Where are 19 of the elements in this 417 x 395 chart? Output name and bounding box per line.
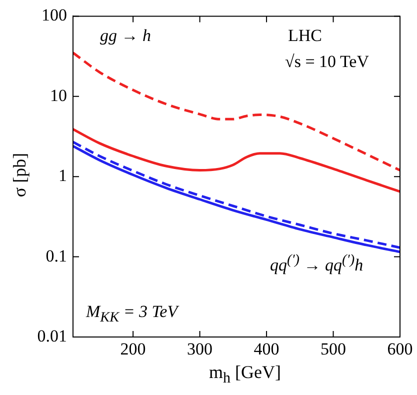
x-tick-label: 300: [187, 340, 213, 359]
y-tick-label: 100: [42, 6, 67, 25]
x-tick-label: 400: [254, 340, 280, 359]
x-axis-title: m$_{h}$ [GeV]: [208, 362, 282, 388]
y-axis-title: σ [pb]: [10, 152, 30, 197]
annotation: LHC: [288, 26, 322, 46]
y-tick-label: 1: [58, 166, 67, 186]
x-tick-label: 600: [387, 340, 413, 359]
line-series: [73, 128, 400, 193]
line-series: [73, 52, 400, 172]
x-tick-label: 200: [120, 340, 146, 359]
x-tick-label: 500: [320, 340, 346, 359]
y-tick-label: 0.01: [37, 326, 67, 346]
y-tick-label: 10: [50, 86, 67, 105]
annotation: qq$^{(′)}$ → qq$^{(′)}$h: [270, 252, 364, 276]
annotation: √s = 10 TeV: [285, 52, 369, 72]
y-tick-label: 0.1: [46, 246, 67, 266]
annotation: M$_{KK}$ = 3 TeV: [86, 302, 178, 326]
annotation: gg → h: [100, 26, 151, 46]
